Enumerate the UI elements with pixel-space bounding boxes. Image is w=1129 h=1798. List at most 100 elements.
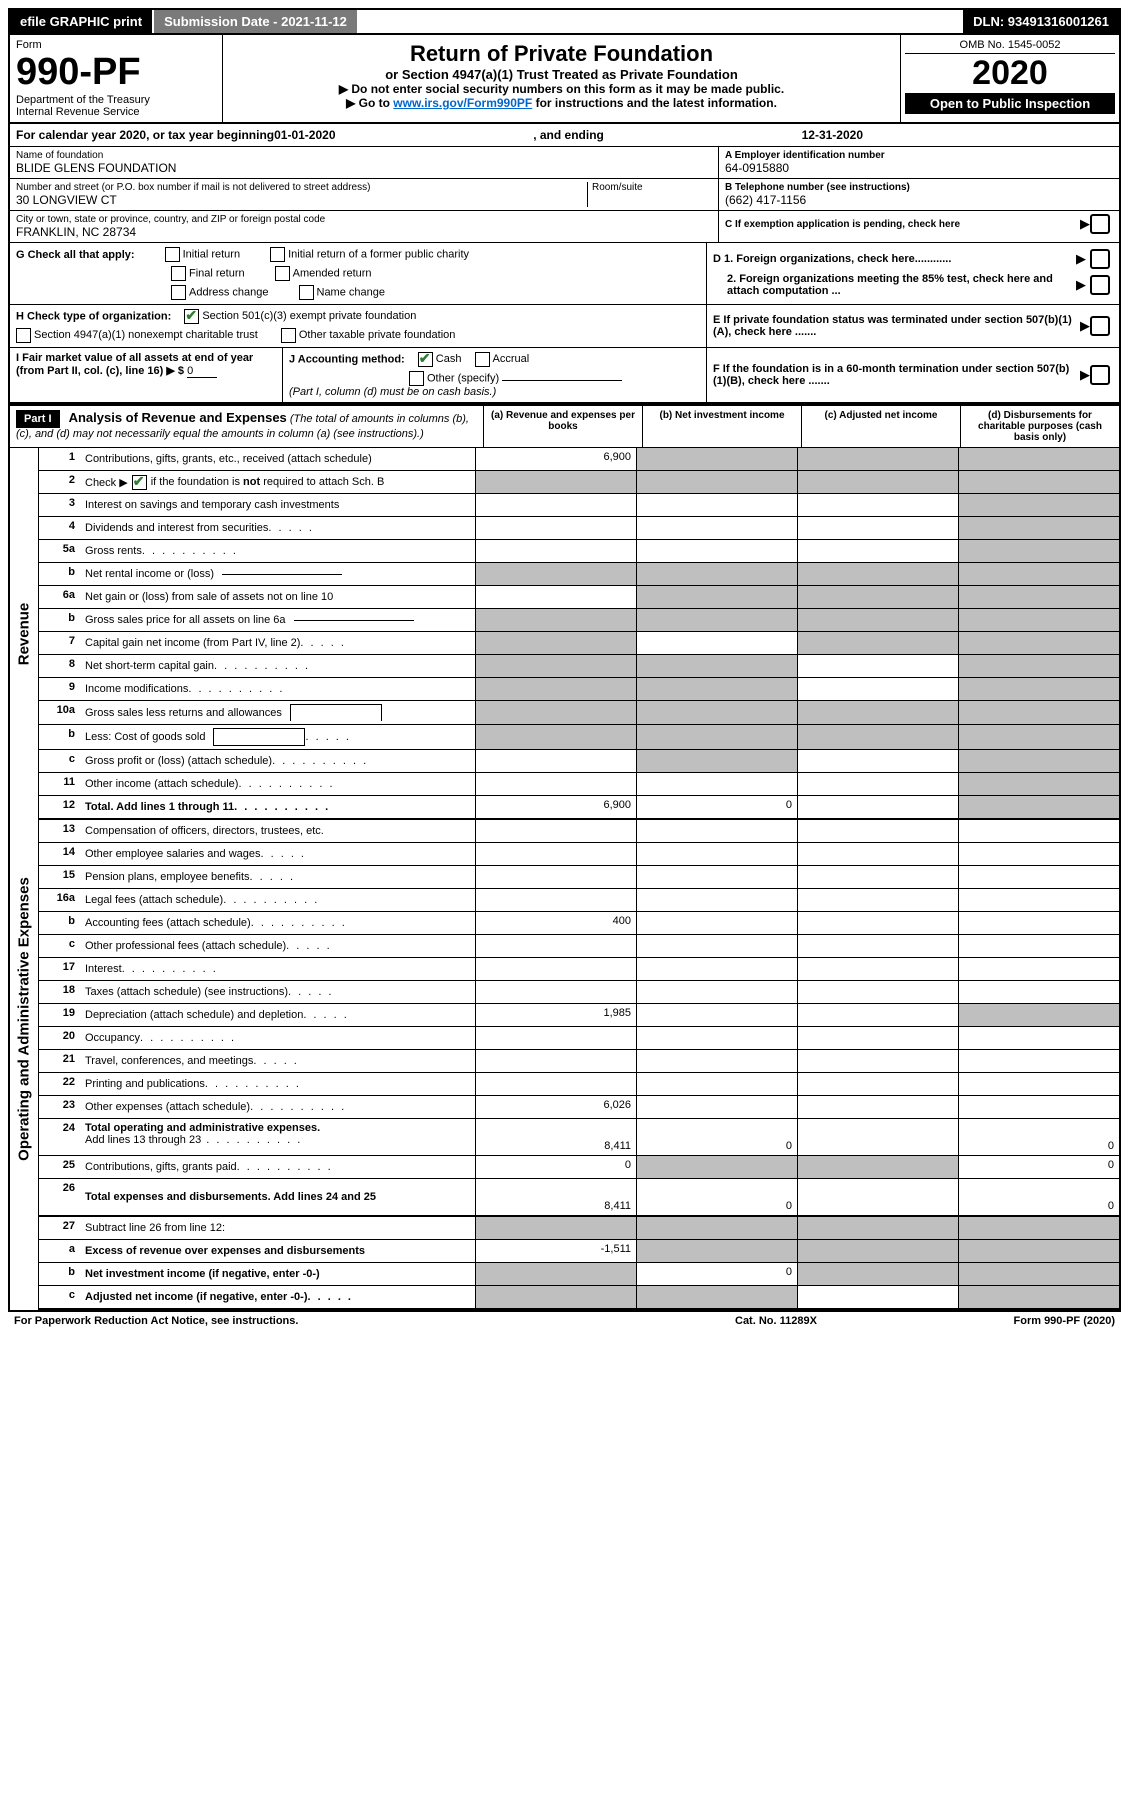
line-9: Income modifications (81, 678, 475, 700)
line-27c: Adjusted net income (if negative, enter … (81, 1286, 475, 1308)
e-label: E If private foundation status was termi… (713, 314, 1080, 338)
g-final: Final return (189, 267, 245, 279)
d2-label: 2. Foreign organizations meeting the 85%… (713, 273, 1076, 297)
ein-value: 64-0915880 (725, 161, 1113, 175)
l12-a: 6,900 (475, 796, 636, 818)
h-e-row: H Check type of organization: Section 50… (10, 305, 1119, 348)
instr2-pre: ▶ Go to (346, 96, 393, 110)
omb-number: OMB No. 1545-0052 (905, 39, 1115, 54)
name-label: Name of foundation (16, 150, 712, 161)
line-25: Contributions, gifts, grants paid (81, 1156, 475, 1178)
line-10c: Gross profit or (loss) (attach schedule) (81, 750, 475, 772)
dept-label: Department of the Treasury (16, 94, 216, 106)
j-cash: Cash (436, 353, 462, 365)
cal-mid: , and ending (336, 128, 802, 142)
phone-value: (662) 417-1156 (725, 193, 1113, 207)
g-amended-cb[interactable] (275, 266, 290, 281)
g-name-cb[interactable] (299, 285, 314, 300)
line-7: Capital gain net income (from Part IV, l… (81, 632, 475, 654)
c-label: C If exemption application is pending, c… (725, 219, 1080, 230)
e-checkbox[interactable] (1090, 316, 1110, 336)
l12-b: 0 (636, 796, 797, 818)
revenue-section: Revenue 1Contributions, gifts, grants, e… (10, 448, 1119, 820)
h-other-cb[interactable] (281, 328, 296, 343)
d2-checkbox[interactable] (1090, 275, 1110, 295)
instr-1: ▶ Do not enter social security numbers o… (229, 82, 894, 96)
g-final-cb[interactable] (171, 266, 186, 281)
line-15: Pension plans, employee benefits (81, 866, 475, 888)
line-22: Printing and publications (81, 1073, 475, 1095)
line-10a: Gross sales less returns and allowances (81, 701, 475, 724)
h-label: H Check type of organization: (16, 310, 171, 322)
l2-checkbox[interactable] (132, 475, 147, 490)
h-501c3: Section 501(c)(3) exempt private foundat… (202, 310, 416, 322)
l26-b: 0 (636, 1179, 797, 1215)
foundation-name: BLIDE GLENS FOUNDATION (16, 161, 712, 175)
line-27-section: 27Subtract line 26 from line 12: aExcess… (10, 1217, 1119, 1310)
g-amended: Amended return (293, 267, 372, 279)
part1-title: Analysis of Revenue and Expenses (69, 410, 287, 425)
g-address-cb[interactable] (171, 285, 186, 300)
line-14: Other employee salaries and wages (81, 843, 475, 865)
j-cash-cb[interactable] (418, 352, 433, 367)
tax-year: 2020 (905, 54, 1115, 93)
line-8: Net short-term capital gain (81, 655, 475, 677)
dln-label: DLN: 93491316001261 (963, 10, 1119, 33)
foundation-city: FRANKLIN, NC 28734 (16, 225, 712, 239)
i-label: I Fair market value of all assets at end… (16, 352, 253, 377)
col-c-header: (c) Adjusted net income (801, 406, 960, 447)
f-checkbox[interactable] (1090, 365, 1110, 385)
irs-link[interactable]: www.irs.gov/Form990PF (393, 96, 532, 110)
line-27a: Excess of revenue over expenses and disb… (81, 1240, 475, 1262)
h-501c3-cb[interactable] (184, 309, 199, 324)
efile-print-button[interactable]: efile GRAPHIC print (10, 10, 154, 33)
l27b-b: 0 (636, 1263, 797, 1285)
f-label: F If the foundation is in a 60-month ter… (713, 363, 1080, 387)
open-to-public: Open to Public Inspection (905, 93, 1115, 114)
cal-pre: For calendar year 2020, or tax year begi… (16, 128, 274, 142)
c-checkbox[interactable] (1090, 214, 1110, 234)
l27a-a: -1,511 (475, 1240, 636, 1262)
h-4947-cb[interactable] (16, 328, 31, 343)
line-16b: Accounting fees (attach schedule) (81, 912, 475, 934)
calendar-year-row: For calendar year 2020, or tax year begi… (10, 124, 1119, 147)
g-label: G Check all that apply: (16, 249, 135, 261)
form-container: efile GRAPHIC print Submission Date - 20… (8, 8, 1121, 1312)
col-a-header: (a) Revenue and expenses per books (483, 406, 642, 447)
line-5a: Gross rents (81, 540, 475, 562)
j-note: (Part I, column (d) must be on cash basi… (289, 386, 700, 398)
d1-checkbox[interactable] (1090, 249, 1110, 269)
room-label: Room/suite (592, 182, 712, 193)
line-18: Taxes (attach schedule) (see instruction… (81, 981, 475, 1003)
cal-begin: 01-01-2020 (274, 128, 335, 142)
g-d-row: G Check all that apply: Initial return I… (10, 243, 1119, 305)
submission-date: Submission Date - 2021-11-12 (154, 10, 357, 33)
line-16c: Other professional fees (attach schedule… (81, 935, 475, 957)
line-5b: Net rental income or (loss) (81, 563, 475, 585)
footer-mid: Cat. No. 11289X (735, 1315, 935, 1327)
line-23: Other expenses (attach schedule) (81, 1096, 475, 1118)
g-name: Name change (317, 286, 386, 298)
line-21: Travel, conferences, and meetings (81, 1050, 475, 1072)
g-initial-former-cb[interactable] (270, 247, 285, 262)
j-accrual: Accrual (493, 353, 530, 365)
l2-pre: Check ▶ (85, 476, 128, 489)
line-1: Contributions, gifts, grants, etc., rece… (81, 448, 475, 470)
footer-left: For Paperwork Reduction Act Notice, see … (14, 1315, 735, 1327)
h-other: Other taxable private foundation (299, 329, 456, 341)
i-j-f-row: I Fair market value of all assets at end… (10, 348, 1119, 404)
g-initial: Initial return (183, 248, 240, 260)
foundation-info: Name of foundation BLIDE GLENS FOUNDATIO… (10, 147, 1119, 243)
g-address: Address change (189, 286, 269, 298)
l1-a: 6,900 (475, 448, 636, 470)
revenue-side-label: Revenue (16, 603, 33, 666)
i-value: 0 (187, 365, 217, 378)
header-row: efile GRAPHIC print Submission Date - 20… (10, 10, 1119, 33)
footer-row: For Paperwork Reduction Act Notice, see … (8, 1312, 1121, 1330)
line-6b: Gross sales price for all assets on line… (81, 609, 475, 631)
j-other-cb[interactable] (409, 371, 424, 386)
g-initial-former: Initial return of a former public charit… (288, 248, 469, 260)
ein-label: A Employer identification number (725, 150, 1113, 161)
j-accrual-cb[interactable] (475, 352, 490, 367)
g-initial-cb[interactable] (165, 247, 180, 262)
